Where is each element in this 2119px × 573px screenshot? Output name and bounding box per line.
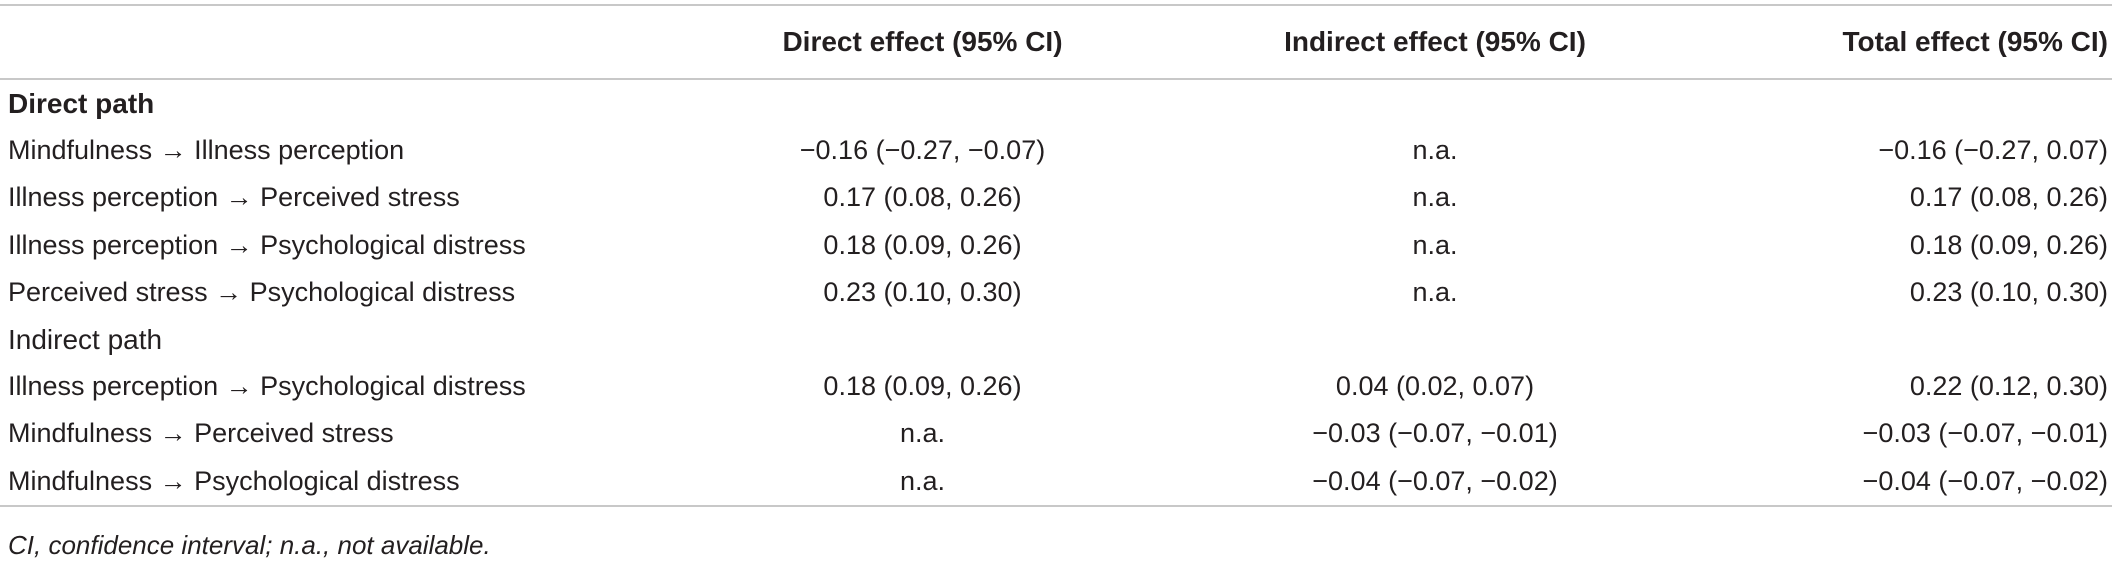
indirect-effect-cell: n.a. [1412, 135, 1458, 166]
total-effect-cell: −0.04 (−0.07, −0.02) [1695, 457, 2112, 507]
section-row-direct-path: Direct path [0, 79, 2112, 127]
indirect-effect-cell: −0.04 (−0.07, −0.02) [1175, 457, 1695, 507]
header-indirect-effect: Indirect effect (95% CI) [1175, 4, 1695, 80]
path-cell: Mindfulness → Illness perception [8, 135, 405, 166]
table-footnote: CI, confidence interval; n.a., not avail… [8, 530, 491, 560]
path-cell: Mindfulness → Psychological distress [0, 457, 670, 507]
path-cell: Perceived stress → Psychological distres… [8, 276, 516, 307]
header-path [0, 4, 670, 80]
direct-effect-cell: 0.18 (0.09, 0.26) [823, 371, 1022, 402]
indirect-effect-cell: n.a. [1412, 276, 1458, 307]
header-row: Direct effect (95% CI) Indirect effect (… [0, 4, 2112, 80]
direct-effect-cell: −0.16 (−0.27, −0.07) [799, 135, 1046, 166]
table-row: Illness perception → Psychological distr… [0, 363, 2112, 410]
indirect-effect-cell: −0.03 (−0.07, −0.01) [1312, 418, 1558, 449]
direct-effect-cell: 0.17 (0.08, 0.26) [823, 182, 1022, 213]
path-cell: Illness perception → Perceived stress [8, 182, 460, 213]
indirect-effect-cell: n.a. [1412, 182, 1458, 213]
effects-table: Direct effect (95% CI) Indirect effect (… [0, 4, 2112, 507]
direct-effect-cell: 0.18 (0.09, 0.26) [823, 229, 1022, 260]
total-effect-cell: −0.16 (−0.27, 0.07) [1878, 135, 2108, 166]
total-effect-cell: 0.18 (0.09, 0.26) [1909, 229, 2108, 260]
table-row: Mindfulness → Illness perception −0.16 (… [0, 127, 2112, 174]
path-cell: Illness perception → Psychological distr… [8, 371, 526, 402]
table-body: Direct path Mindfulness → Illness percep… [0, 79, 2112, 507]
section-title: Direct path [8, 87, 155, 119]
table-row: Illness perception → Perceived stress 0.… [0, 174, 2112, 221]
table-row: Perceived stress → Psychological distres… [0, 269, 2112, 316]
table-row: Mindfulness → Psychological distress n.a… [0, 457, 2112, 507]
table-row: Illness perception → Psychological distr… [0, 222, 2112, 269]
direct-effect-cell: n.a. [899, 418, 946, 449]
section-row-indirect-path: Indirect path [0, 316, 2112, 363]
total-effect-cell: −0.03 (−0.07, −0.01) [1862, 418, 2108, 449]
section-title: Indirect path [8, 323, 163, 355]
total-effect-cell: 0.23 (0.10, 0.30) [1909, 276, 2108, 307]
table-row: Mindfulness → Perceived stress n.a. −0.0… [0, 410, 2112, 457]
direct-effect-cell: 0.23 (0.10, 0.30) [823, 276, 1022, 307]
path-cell: Illness perception → Psychological distr… [8, 229, 526, 260]
total-effect-cell: 0.17 (0.08, 0.26) [1909, 182, 2108, 213]
table-header: Direct effect (95% CI) Indirect effect (… [0, 4, 2112, 80]
indirect-effect-cell: 0.04 (0.02, 0.07) [1335, 371, 1535, 402]
header-direct-effect: Direct effect (95% CI) [670, 4, 1175, 80]
header-total-effect: Total effect (95% CI) [1695, 4, 2112, 80]
path-cell: Mindfulness → Perceived stress [8, 418, 394, 449]
direct-effect-cell: n.a. [670, 457, 1175, 507]
indirect-effect-cell: n.a. [1412, 229, 1458, 260]
total-effect-cell: 0.22 (0.12, 0.30) [1909, 371, 2108, 402]
